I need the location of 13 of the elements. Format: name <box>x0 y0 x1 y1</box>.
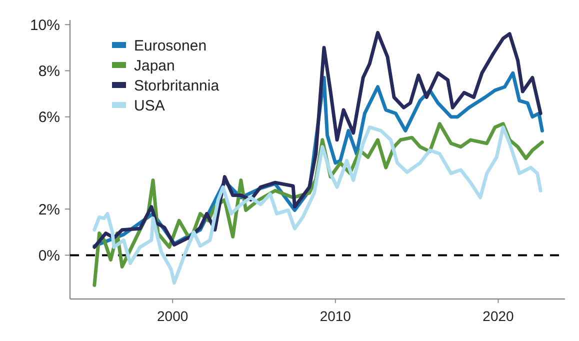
legend-label: Japan <box>134 57 175 74</box>
x-tick-label: 2010 <box>320 308 352 324</box>
line-series <box>92 30 542 249</box>
y-tick-label: 8% <box>38 62 60 80</box>
legend-label: USA <box>134 97 165 114</box>
x-tick-label: 2020 <box>482 308 514 324</box>
y-tick-label: 0% <box>38 247 60 264</box>
legend-label: Storbritannia <box>134 77 220 94</box>
y-tick-label: 2% <box>38 201 60 218</box>
x-tick-label: 2000 <box>157 308 188 324</box>
y-tick-label: 10% <box>30 16 60 34</box>
y-tick-label: 6% <box>38 109 60 126</box>
legend-label: Eurosonen <box>134 37 207 54</box>
